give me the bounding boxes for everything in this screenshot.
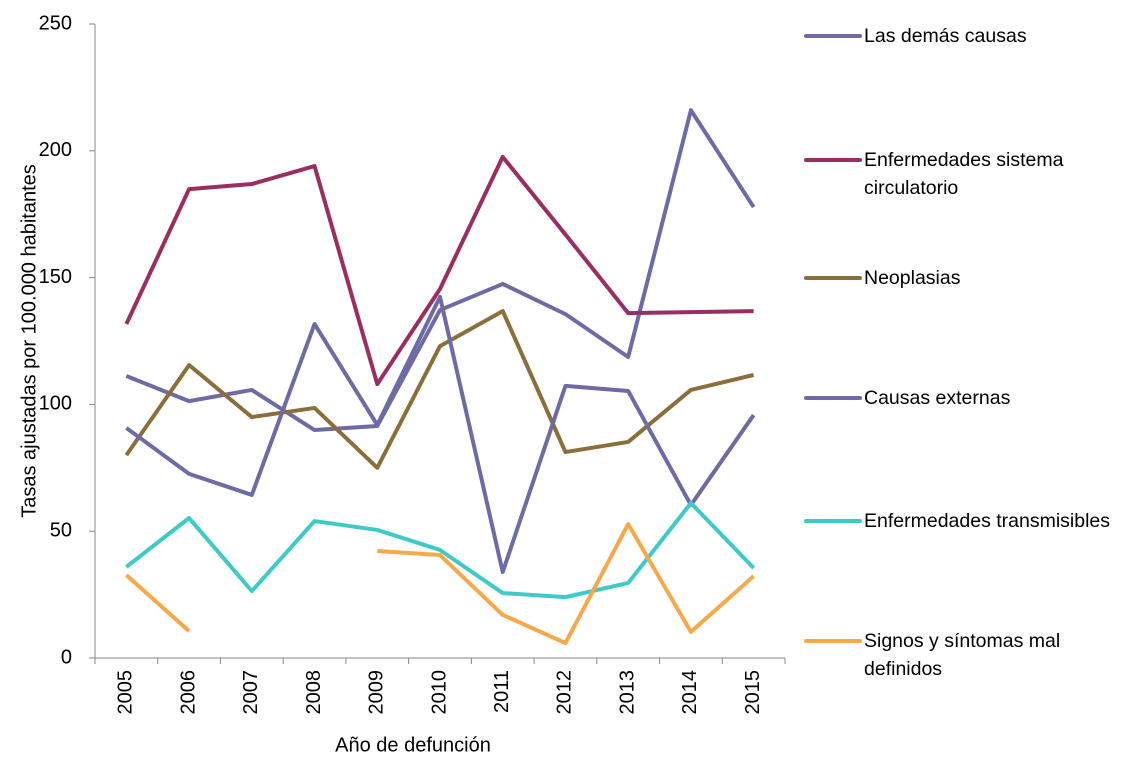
legend-label: Causas externas <box>864 387 1011 409</box>
legend-label: Neoplasias <box>864 267 961 289</box>
x-tick-label: 2010 <box>428 670 450 715</box>
series-line <box>125 294 756 575</box>
y-tick-label: 150 <box>39 266 72 288</box>
y-tick-label: 0 <box>61 646 72 668</box>
x-tick-label: 2005 <box>115 670 137 715</box>
x-tick-label: 2007 <box>240 670 262 715</box>
x-axis-label: Año de defunción <box>335 734 491 756</box>
y-tick-label: 50 <box>50 519 72 541</box>
y-tick-label: 250 <box>39 12 72 34</box>
series-line <box>377 522 755 646</box>
series-line <box>125 501 756 600</box>
series-line <box>124 154 754 387</box>
y-tick-label: 200 <box>39 139 72 161</box>
x-tick-label: 2011 <box>491 670 513 713</box>
x-tick-label: 2006 <box>177 670 199 715</box>
y-axis-label: Tasas ajustadas por 100.000 habitantes <box>18 164 40 518</box>
x-tick-label: 2014 <box>679 670 701 715</box>
legend-label: Signos y síntomas mal definidos <box>864 630 1061 680</box>
series-line <box>125 108 756 433</box>
legend-label: Las demás causas <box>864 25 1027 47</box>
x-tick-label: 2008 <box>303 670 325 715</box>
x-tick-label: 2015 <box>742 670 764 715</box>
x-tick-label: 2013 <box>616 670 638 715</box>
series-line <box>124 309 755 470</box>
x-tick-label: 2012 <box>554 670 576 715</box>
legend-label: Enfermedades transmisibles <box>864 510 1111 532</box>
y-tick-label: 100 <box>39 393 72 415</box>
x-tick-label: 2009 <box>366 670 388 715</box>
series-line <box>125 573 191 633</box>
legend-label: Enfermedades sistema circulatorio <box>864 149 1064 199</box>
